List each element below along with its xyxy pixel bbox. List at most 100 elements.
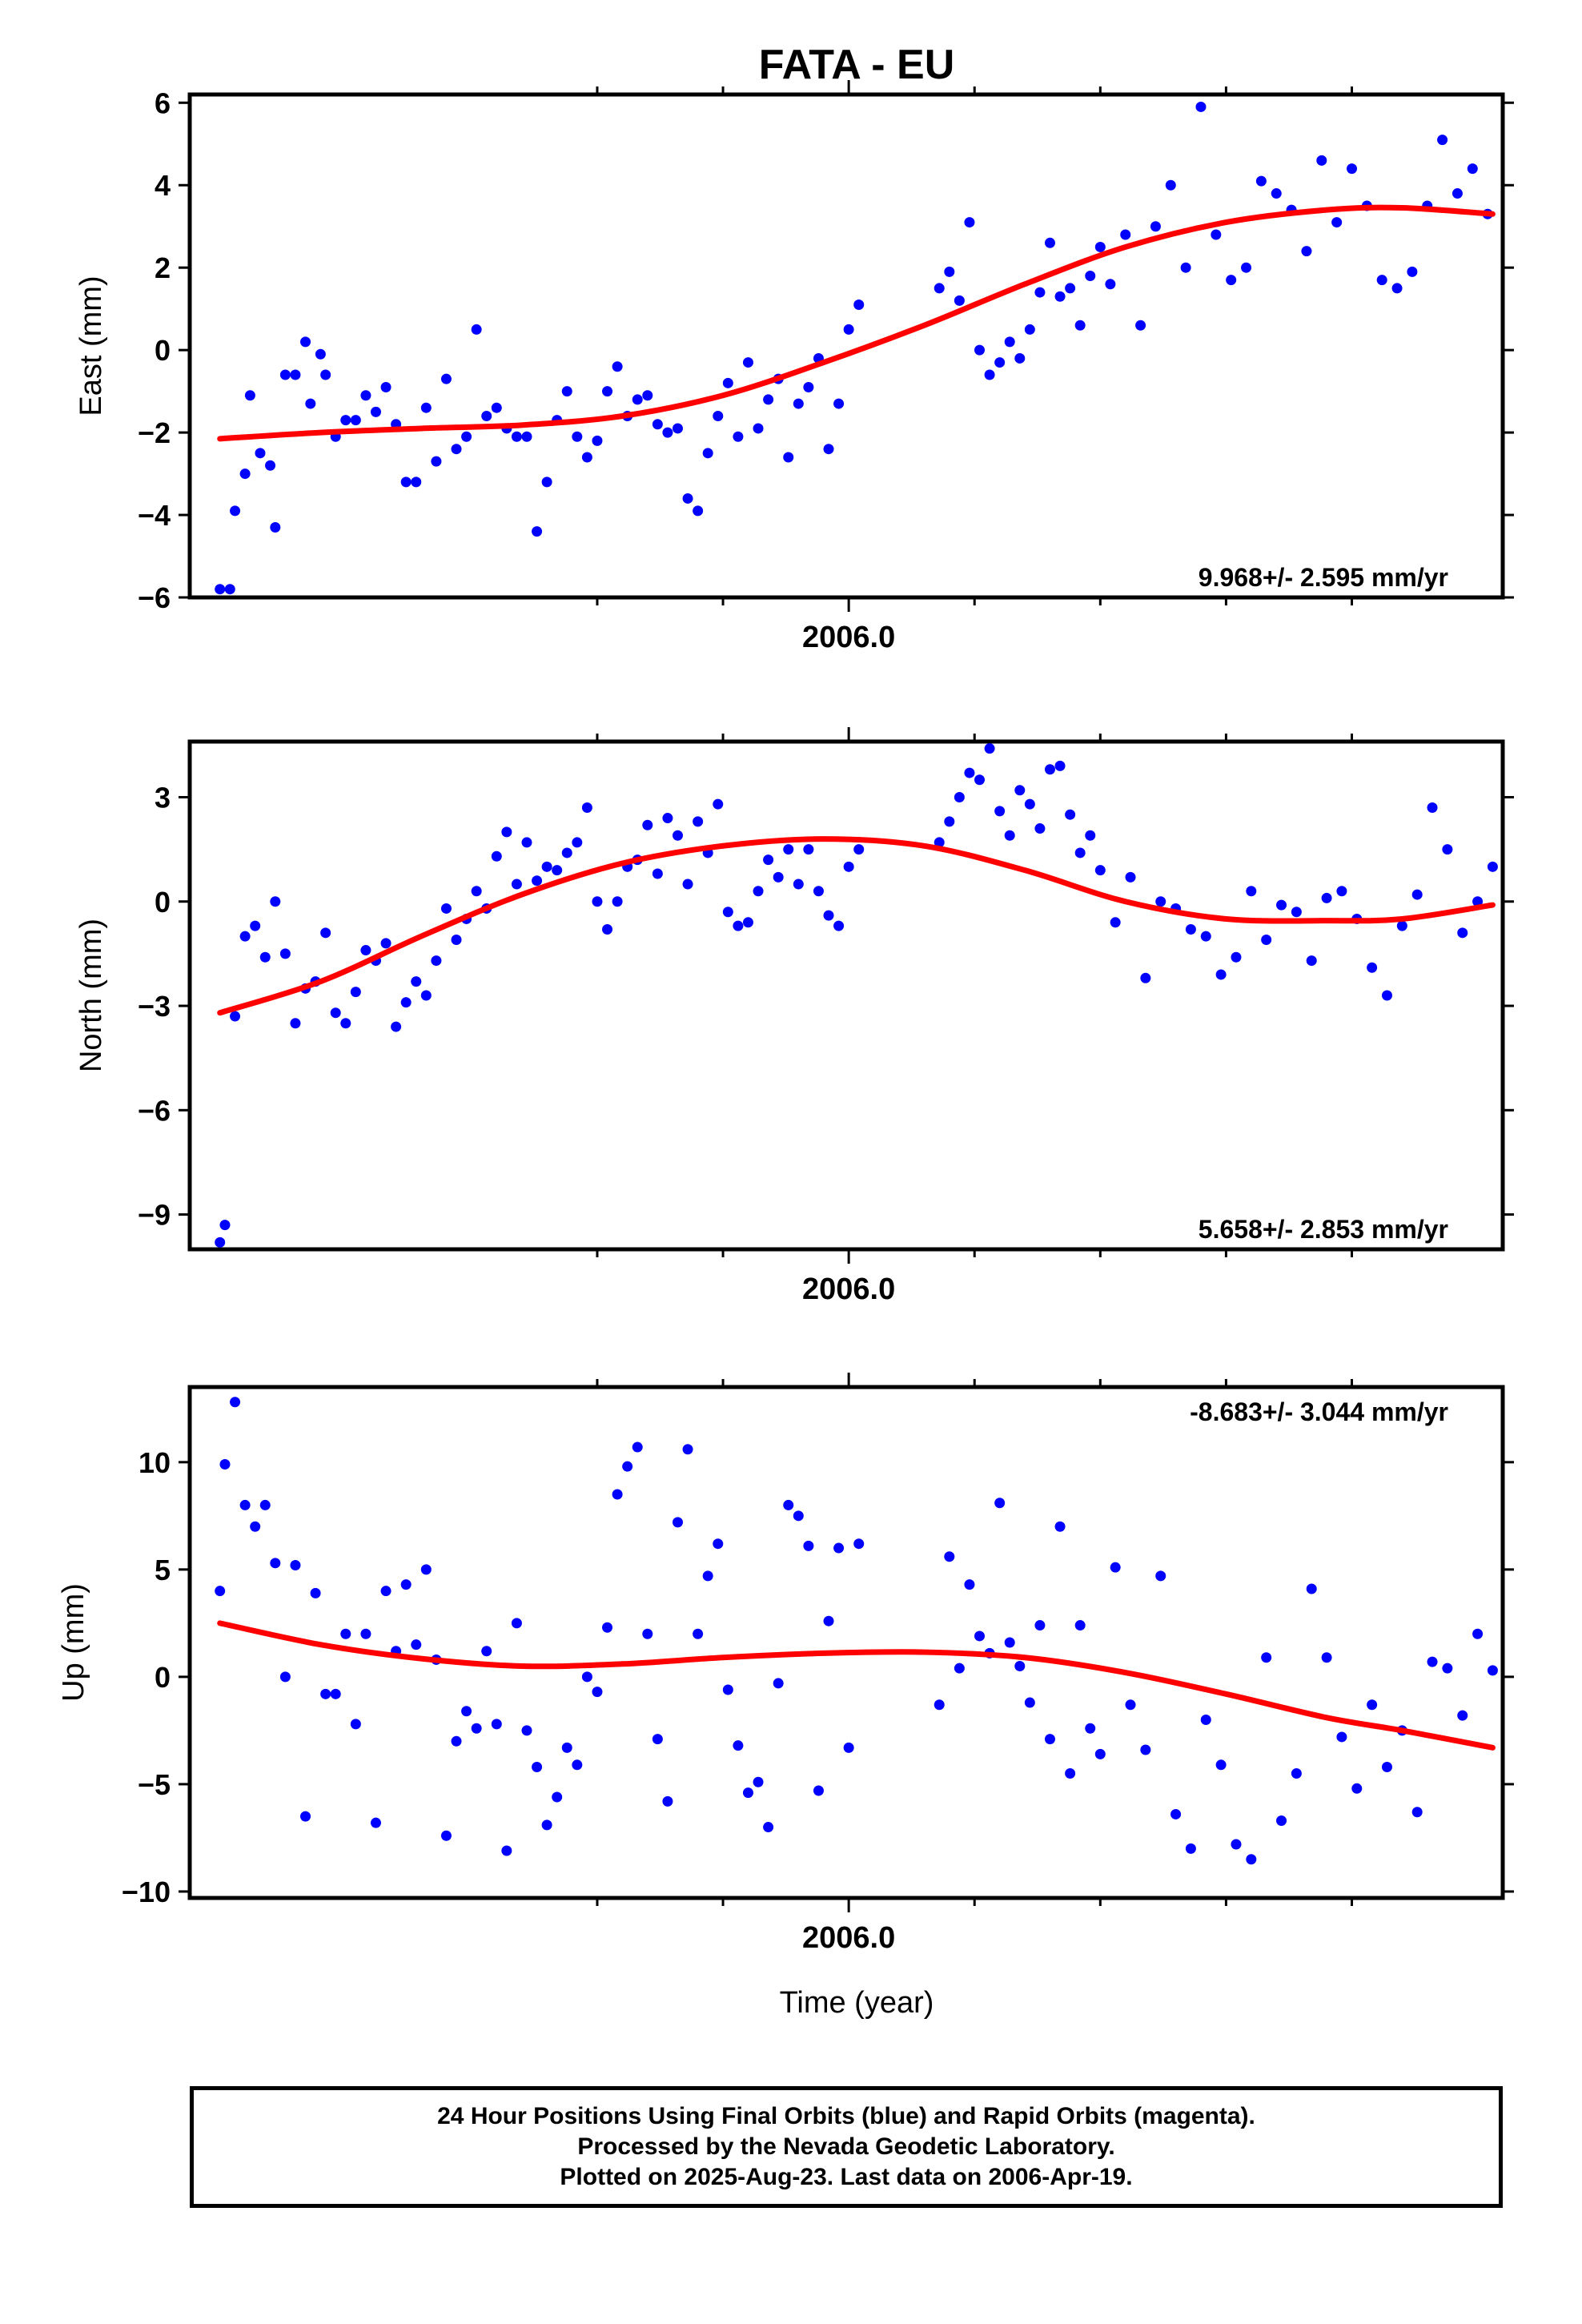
up-y-tick-label: 5	[155, 1554, 171, 1586]
caption-line-3: Plotted on 2025-Aug-23. Last data on 200…	[560, 2164, 1133, 2190]
up-data-point	[702, 1570, 713, 1582]
east-data-point	[532, 526, 543, 537]
north-data-point	[1110, 917, 1121, 928]
up-data-point	[1457, 1710, 1468, 1721]
up-data-point	[501, 1845, 512, 1856]
north-data-point	[682, 879, 693, 890]
up-data-point	[1140, 1744, 1151, 1755]
north-data-point	[1321, 892, 1332, 903]
north-data-point	[1472, 896, 1484, 907]
up-data-point	[753, 1776, 764, 1787]
north-data-point	[250, 920, 261, 931]
up-data-point	[1215, 1759, 1227, 1771]
north-data-point	[662, 813, 673, 824]
up-data-point	[742, 1787, 753, 1799]
up-data-point	[1074, 1620, 1086, 1631]
north-data-point	[783, 844, 794, 855]
east-y-tick-label: −4	[138, 499, 171, 532]
east-data-point	[934, 283, 945, 294]
up-data-point	[1472, 1628, 1484, 1639]
up-data-point	[1336, 1731, 1347, 1743]
east-data-point	[954, 295, 965, 306]
up-data-point	[290, 1559, 301, 1570]
up-data-point	[1185, 1843, 1196, 1854]
north-data-point	[541, 861, 552, 872]
east-data-point	[944, 266, 955, 277]
north-data-point	[823, 910, 834, 921]
east-data-point	[1165, 179, 1176, 191]
up-data-point	[350, 1719, 361, 1730]
north-data-point	[360, 945, 371, 956]
north-data-point	[215, 1236, 226, 1248]
north-data-point	[532, 875, 543, 887]
up-data-point	[652, 1734, 663, 1745]
up-data-point	[1381, 1761, 1392, 1772]
north-data-point	[1381, 990, 1392, 1001]
east-data-point	[541, 476, 552, 488]
north-data-point	[763, 854, 774, 866]
up-data-point	[340, 1628, 351, 1639]
panel-north: 2006.0 −9 −6 −3 0 3 North (mm) 5.658+/- 2.853 m…	[74, 727, 1514, 1306]
east-data-point	[662, 427, 673, 438]
east-data-point	[305, 398, 316, 409]
up-data-point	[843, 1742, 854, 1753]
up-data-point	[581, 1671, 592, 1683]
north-data-point	[803, 844, 814, 855]
up-data-point	[230, 1397, 241, 1408]
east-data-point	[984, 369, 995, 380]
up-data-point	[1246, 1854, 1257, 1865]
up-data-point	[833, 1542, 845, 1554]
east-data-point	[1094, 241, 1106, 252]
north-data-point	[330, 1007, 341, 1019]
north-data-point	[279, 948, 291, 959]
north-data-point	[974, 774, 986, 786]
up-frame	[187, 1385, 1505, 1900]
up-data-point	[491, 1719, 502, 1730]
up-data-point	[1125, 1699, 1136, 1711]
east-data-point	[521, 431, 532, 442]
east-data-point	[1014, 352, 1026, 364]
east-data-point	[1044, 237, 1055, 248]
east-data-point	[592, 435, 603, 446]
north-data-point	[742, 917, 753, 928]
north-data-point	[581, 802, 592, 814]
east-rate-label: 9.968+/- 2.595 mm/yr	[1199, 563, 1448, 592]
east-data-point	[1065, 283, 1076, 294]
north-rate-label: 5.658+/- 2.853 mm/yr	[1199, 1215, 1448, 1244]
east-data-point	[380, 381, 391, 392]
east-data-point	[994, 357, 1006, 368]
up-data-point	[954, 1663, 965, 1674]
north-data-point	[652, 868, 663, 879]
up-data-point	[773, 1678, 784, 1689]
up-data-point	[1276, 1815, 1287, 1826]
east-fit-line	[217, 204, 1496, 442]
east-data-point	[763, 394, 774, 405]
east-data-point	[370, 406, 381, 417]
up-data-point	[793, 1510, 804, 1522]
up-data-point	[330, 1688, 341, 1699]
caption-box: 24 Hour Positions Using Final Orbits (bl…	[190, 2086, 1503, 2208]
north-data-point	[290, 1018, 301, 1029]
north-data-point	[431, 955, 442, 967]
east-data-point	[803, 381, 814, 392]
east-data-point	[1135, 320, 1146, 331]
east-data-point	[1376, 275, 1387, 286]
east-data-point	[279, 369, 291, 380]
east-data-point	[1346, 163, 1357, 175]
north-data-point	[1155, 896, 1166, 907]
north-data-point	[994, 806, 1006, 817]
east-data-point	[1150, 221, 1161, 232]
east-data-point	[632, 394, 643, 405]
east-data-point	[1226, 275, 1237, 286]
north-data-point	[693, 816, 704, 827]
up-data-point	[320, 1688, 331, 1699]
east-data-point	[1085, 270, 1096, 281]
up-data-point	[602, 1622, 613, 1633]
east-data-point	[400, 476, 412, 488]
north-y-axis-title: North (mm)	[74, 919, 108, 1072]
north-data-point	[1014, 785, 1026, 796]
east-data-point	[411, 476, 422, 488]
up-data-point	[813, 1785, 824, 1796]
up-data-point	[632, 1441, 643, 1453]
east-data-point	[1211, 229, 1222, 240]
